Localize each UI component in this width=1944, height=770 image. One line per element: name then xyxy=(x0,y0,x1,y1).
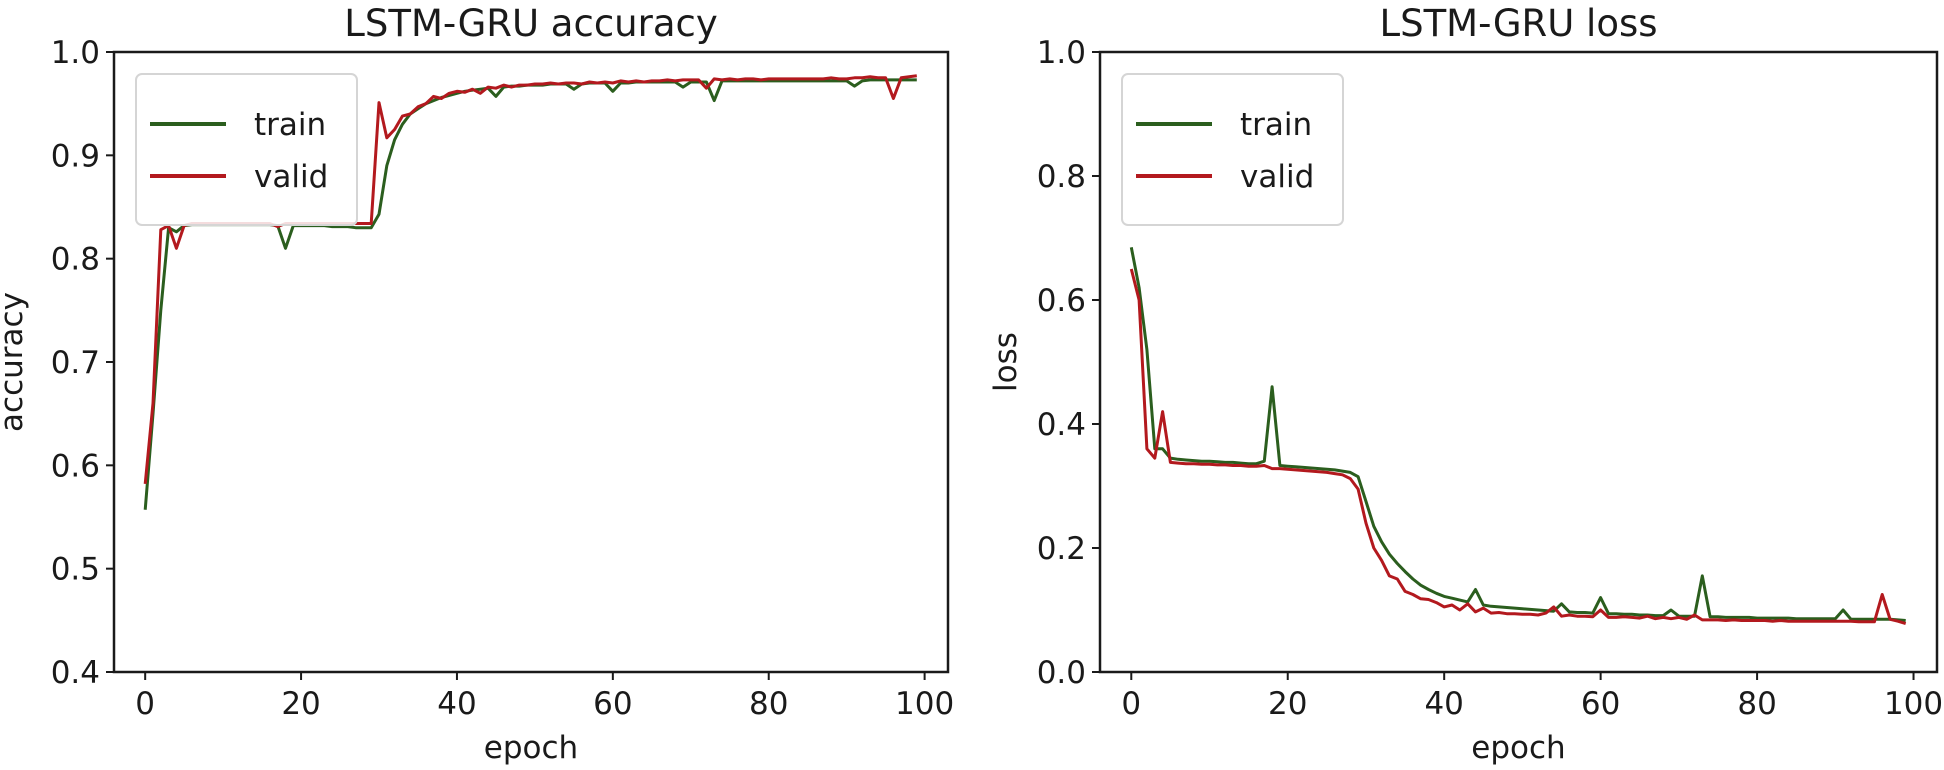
legend-label-valid: valid xyxy=(1240,159,1314,195)
x-tick-label: 0 xyxy=(1121,686,1141,722)
axes-frame xyxy=(1098,50,1939,674)
legend-box xyxy=(135,73,358,226)
y-tick-label: 0.6 xyxy=(1037,283,1086,319)
y-axis-label: loss xyxy=(988,332,1024,392)
chart-title: LSTM-GRU loss xyxy=(1379,2,1657,45)
y-tick-label: 0.7 xyxy=(51,345,100,381)
x-tick-label: 40 xyxy=(437,686,476,722)
y-tick-label: 0.4 xyxy=(51,655,100,691)
accuracy-chart: LSTM-GRU accuracy 0 20 40 60 80 100 0.4 0.5 0.6 0.… xyxy=(0,2,954,766)
y-tick-label: 0.8 xyxy=(51,242,100,278)
series-line-train xyxy=(1129,247,1906,622)
y-axis-label: accuracy xyxy=(0,292,30,432)
x-tick-label: 20 xyxy=(281,686,320,722)
x-tick-label: 60 xyxy=(1581,686,1620,722)
y-tick-label: 0.8 xyxy=(1037,159,1086,195)
legend-box xyxy=(1121,73,1344,226)
legend-label-valid: valid xyxy=(254,159,328,195)
x-tick-label: 100 xyxy=(895,686,954,722)
legend-label-train: train xyxy=(254,107,326,143)
legend: train valid xyxy=(1121,73,1344,226)
y-tick-label: 1.0 xyxy=(51,35,100,71)
x-tick-label: 0 xyxy=(135,686,155,722)
legend: train valid xyxy=(135,73,358,226)
x-tick-label: 40 xyxy=(1424,686,1463,722)
y-tick-label: 0.9 xyxy=(51,138,100,174)
series-line-valid xyxy=(1129,268,1907,626)
y-tick-label: 0.4 xyxy=(1037,407,1086,443)
x-axis-label: epoch xyxy=(484,730,578,766)
x-axis-label: epoch xyxy=(1471,730,1565,766)
y-tick-label: 0.5 xyxy=(51,552,100,588)
y-tick-label: 0.6 xyxy=(51,448,100,484)
y-tick-label: 0.0 xyxy=(1037,655,1086,691)
legend-label-train: train xyxy=(1240,107,1312,143)
loss-chart: LSTM-GRU loss 0 20 40 60 80 100 0.0 0.2 0.4 0.6 0.8… xyxy=(988,2,1943,766)
x-tick-label: 80 xyxy=(749,686,788,722)
chart-title: LSTM-GRU accuracy xyxy=(344,2,718,45)
x-tick-label: 80 xyxy=(1737,686,1776,722)
y-tick-label: 0.2 xyxy=(1037,531,1086,567)
x-tick-label: 20 xyxy=(1268,686,1307,722)
x-tick-label: 60 xyxy=(593,686,632,722)
y-tick-label: 1.0 xyxy=(1037,35,1086,71)
x-tick-label: 100 xyxy=(1884,686,1943,722)
